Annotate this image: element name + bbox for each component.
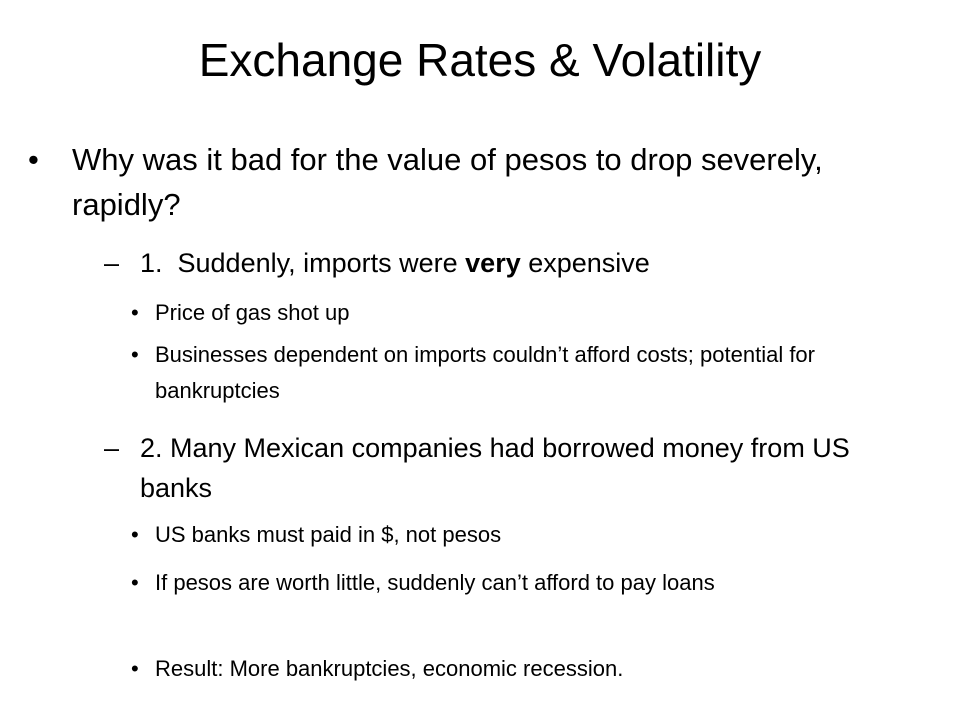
bullet-text: Businesses dependent on imports couldn’t… [155, 342, 815, 403]
bullet-text: expensive [520, 248, 650, 278]
bullet-text: Price of gas shot up [155, 300, 350, 325]
bullet-marker: • [131, 656, 139, 681]
bullet-text: US banks must paid in $, not pesos [155, 522, 502, 547]
bullet-text: 1. Suddenly, imports were [140, 248, 466, 278]
bullet-marker: – [104, 248, 120, 278]
bullet-text: Why was it bad for the value of pesos to… [72, 142, 823, 222]
bullet-item: • US banks must paid in $, not pesos [131, 517, 905, 553]
bullet-text: very [465, 248, 521, 278]
bullet-text: 2. Many Mexican companies had borrowed m… [140, 433, 850, 503]
bullet-text: If pesos are worth little, suddenly can’… [155, 570, 715, 595]
bullet-marker: • [131, 570, 139, 595]
bullet-marker: • [131, 300, 139, 325]
bullet-item: • If pesos are worth little, suddenly can… [131, 565, 905, 601]
bullet-item: –1. Suddenly, imports were very expensiv… [104, 243, 860, 283]
bullet-item: • Result: More bankruptcies, economic rec… [131, 651, 905, 687]
bullet-item: –2. Many Mexican companies had borrowed … [104, 428, 860, 508]
bullet-item: • Businesses dependent on imports couldn’… [131, 337, 905, 409]
bullet-item: • Why was it bad for the value of pesos t… [28, 137, 932, 227]
bullet-text: Result: More bankruptcies, economic rece… [155, 656, 624, 681]
bullet-marker: • [28, 142, 39, 177]
bullet-marker: – [104, 433, 120, 463]
bullet-marker: • [131, 342, 139, 367]
bullet-marker: • [131, 522, 139, 547]
slide-title: Exchange Rates & Volatility [198, 34, 762, 86]
bullet-item: • Price of gas shot up [131, 295, 905, 331]
